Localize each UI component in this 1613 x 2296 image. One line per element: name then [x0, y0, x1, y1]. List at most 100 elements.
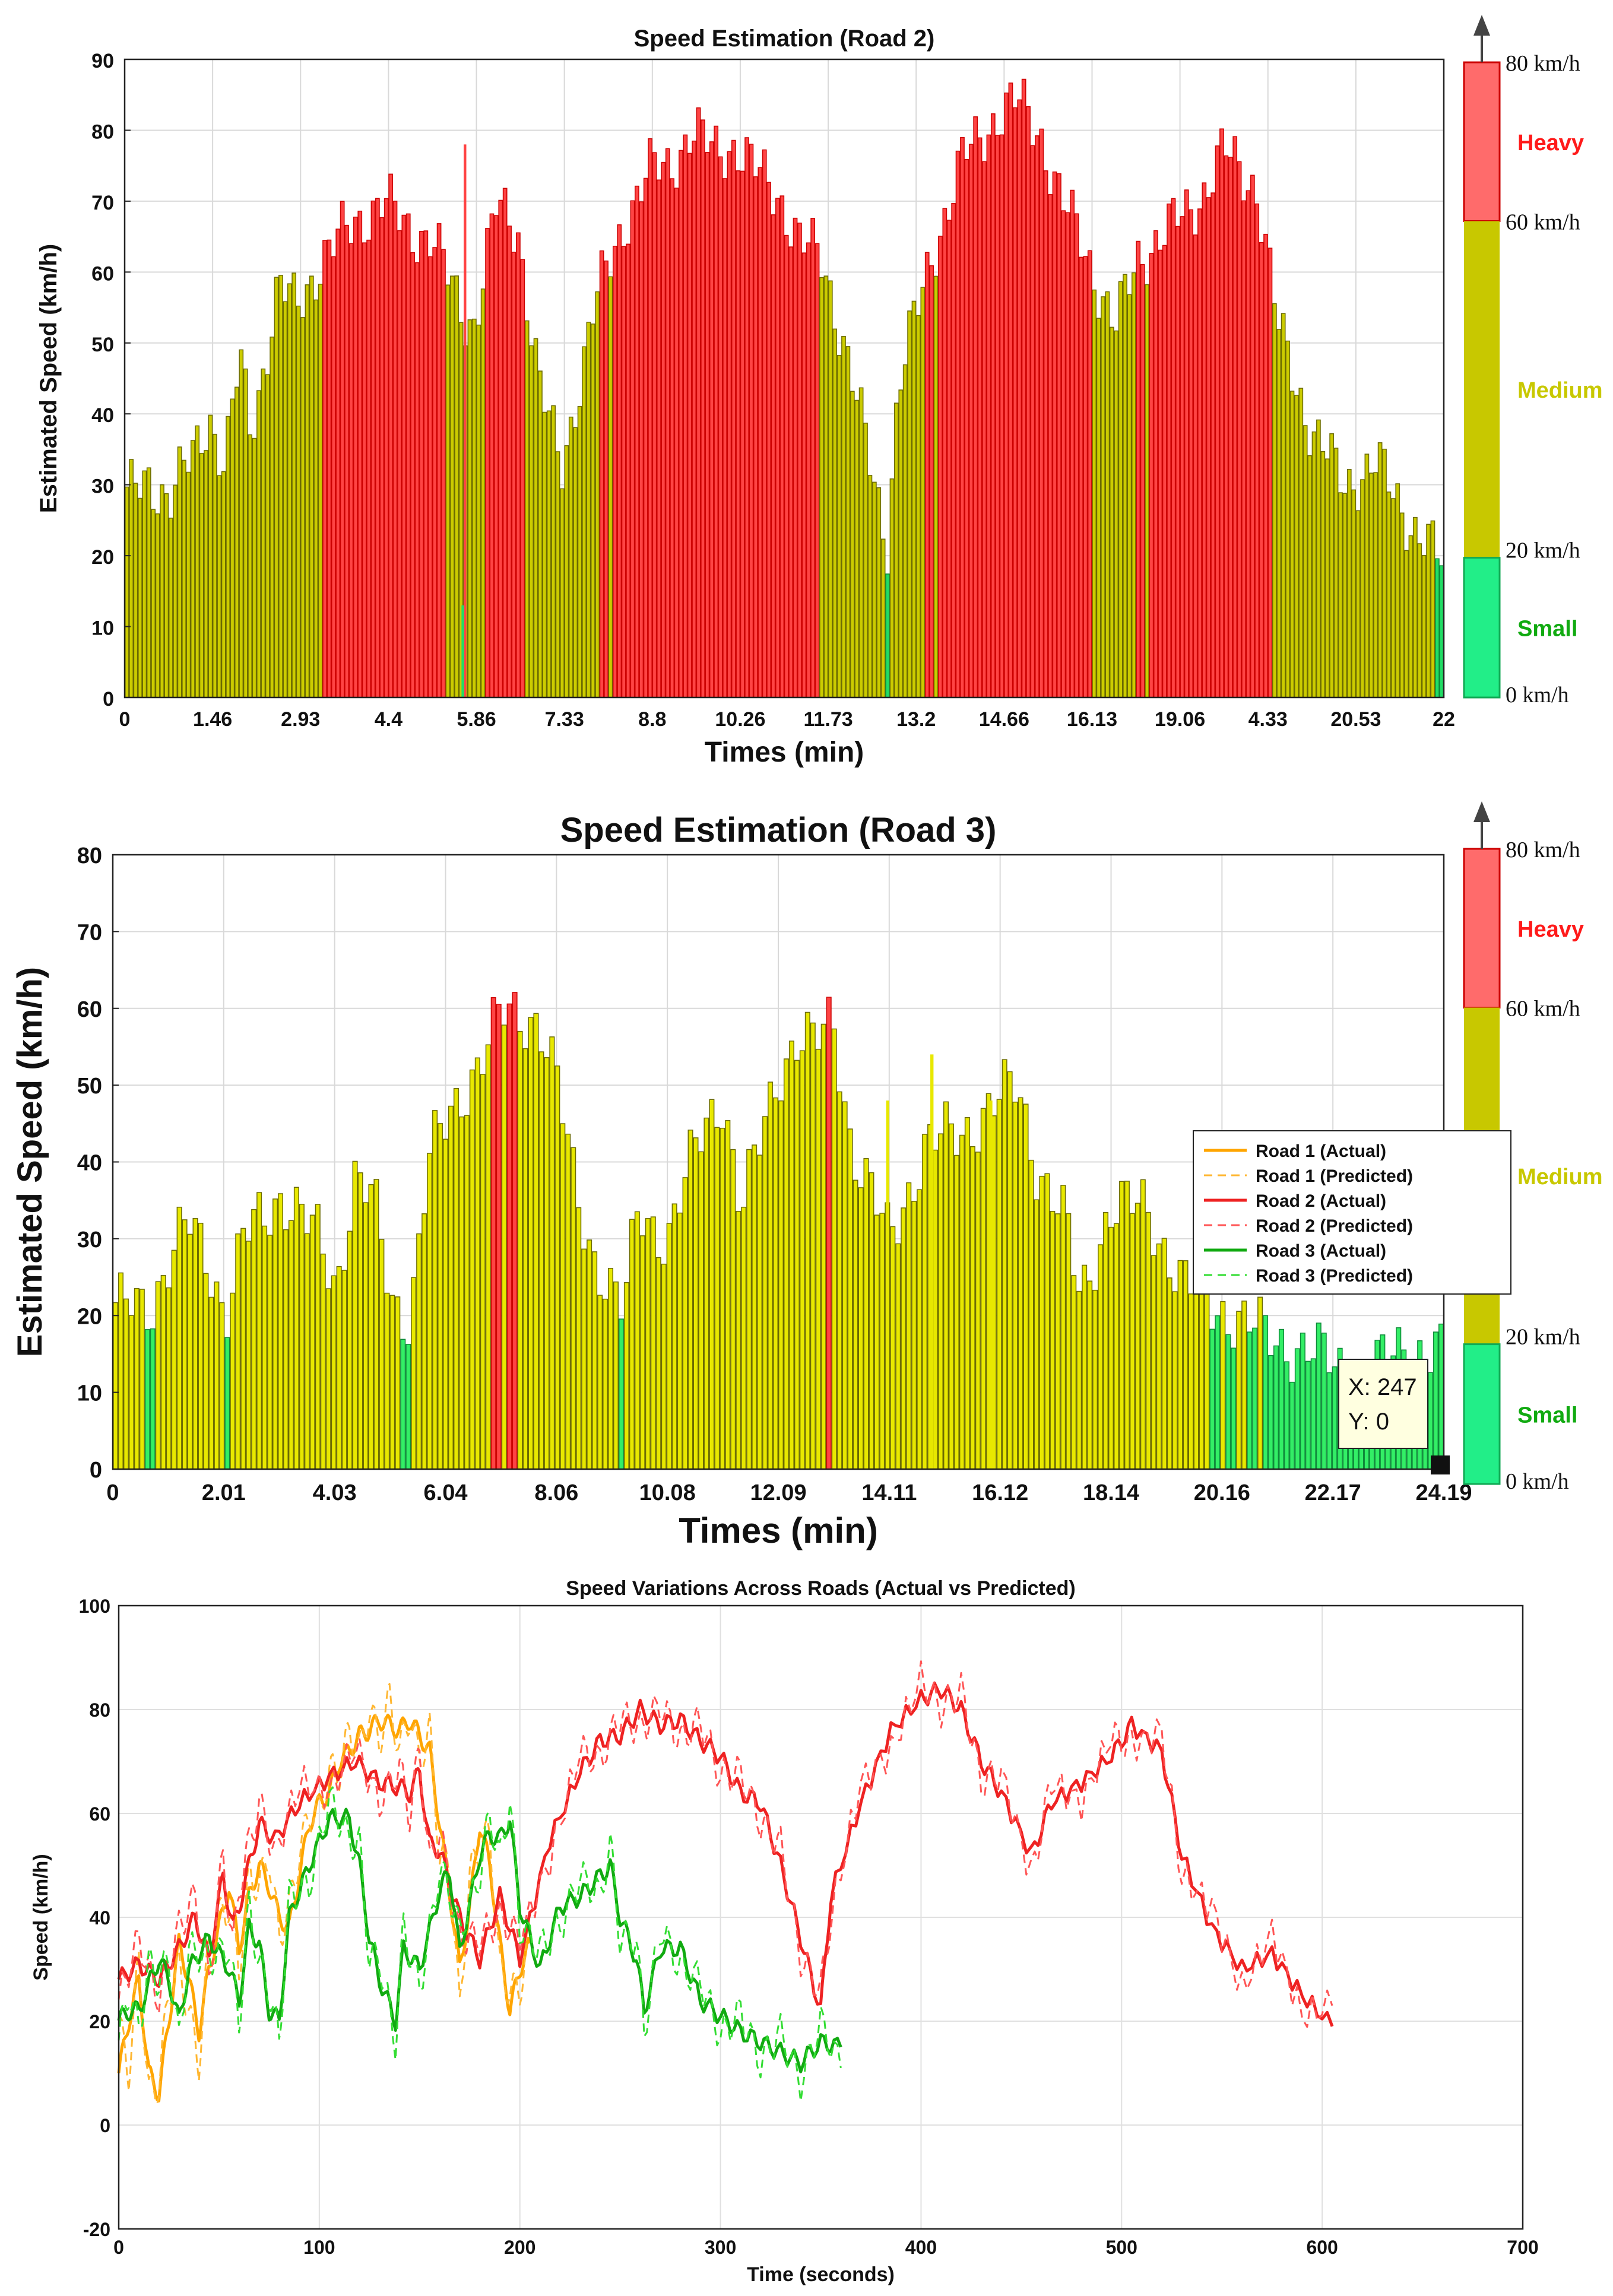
bar — [230, 1292, 236, 1470]
bar — [1382, 448, 1387, 698]
colorbar-label-small: Small — [1517, 1403, 1577, 1428]
bar — [938, 236, 943, 698]
bar — [243, 368, 248, 698]
bar — [696, 107, 701, 698]
bar — [626, 243, 630, 698]
bar — [423, 230, 429, 698]
bar — [1236, 1311, 1242, 1470]
bar — [1131, 272, 1136, 698]
bar — [794, 1060, 800, 1470]
bar — [1263, 1315, 1269, 1470]
bar — [1018, 1097, 1023, 1470]
bar — [1129, 1213, 1135, 1470]
bar — [272, 1198, 278, 1470]
bar — [746, 1149, 752, 1470]
bar — [362, 242, 367, 698]
bar — [832, 328, 838, 698]
bar — [1346, 468, 1352, 698]
x-axis-label: Time (seconds) — [747, 2263, 895, 2286]
bar — [714, 125, 719, 698]
bar — [880, 538, 886, 698]
bar — [1177, 1260, 1183, 1470]
bar — [801, 252, 807, 698]
bar — [1140, 264, 1145, 698]
bar — [221, 471, 226, 698]
bar — [546, 410, 552, 698]
speed-colorbar-road2: 80 km/h Heavy 60 km/h Medium 20 km/h Small 0 k… — [1463, 15, 1603, 708]
bar — [907, 310, 912, 698]
bar — [240, 1228, 246, 1470]
bar — [389, 1295, 395, 1470]
bar — [648, 138, 652, 698]
bar-spike — [886, 1101, 889, 1469]
bar — [464, 1115, 470, 1470]
bar — [718, 156, 723, 698]
bar — [182, 459, 186, 698]
y-tick-label: 70 — [91, 192, 114, 214]
bar — [722, 178, 727, 698]
colorbar-heavy — [1463, 61, 1501, 222]
datatip-x: X: 247 — [1348, 1374, 1417, 1400]
bar — [634, 1211, 640, 1470]
x-tick-label: 1.46 — [193, 708, 232, 731]
bar — [392, 201, 398, 698]
bar — [810, 217, 816, 698]
bar — [373, 1179, 379, 1470]
bar — [920, 287, 926, 698]
bar — [1202, 182, 1207, 698]
bar — [1351, 489, 1357, 698]
bar — [502, 188, 508, 698]
bar — [1092, 289, 1097, 698]
bar — [799, 1050, 805, 1470]
bar — [171, 1250, 177, 1470]
bar — [836, 354, 842, 698]
bar — [730, 1149, 736, 1470]
bar — [744, 137, 749, 698]
bar — [879, 1213, 885, 1470]
x-tick-label: 16.13 — [1067, 708, 1117, 731]
bar — [256, 1192, 262, 1470]
y-tick-label: 70 — [77, 920, 102, 945]
series-line-2 — [118, 1683, 531, 2104]
bar — [123, 1298, 129, 1470]
series-line-3 — [117, 1681, 1334, 2027]
bar — [182, 1219, 188, 1470]
y-tick-label: 80 — [77, 843, 102, 868]
bar — [524, 320, 530, 698]
bar — [139, 1289, 145, 1470]
y-tick-label: 40 — [91, 404, 114, 427]
bar — [1386, 491, 1392, 698]
bar — [1259, 242, 1264, 698]
colorbar-label-80: 80 km/h — [1506, 838, 1580, 862]
bar — [496, 1004, 502, 1470]
y-tick-label: 20 — [91, 546, 114, 569]
bar — [1257, 1296, 1263, 1470]
bar — [1167, 1277, 1172, 1470]
bar — [1156, 1243, 1162, 1470]
bar — [1055, 1213, 1061, 1470]
x-tick-label: 19.06 — [1155, 708, 1205, 731]
bar — [683, 134, 688, 698]
bar-spike — [464, 144, 467, 698]
bar — [379, 217, 385, 698]
bar — [820, 1023, 826, 1470]
bar — [489, 213, 495, 698]
bar — [1417, 543, 1422, 698]
x-tick-label: 100 — [303, 2237, 335, 2258]
bar — [416, 1233, 422, 1470]
bar — [1285, 340, 1290, 698]
bar — [687, 153, 692, 698]
bar — [885, 573, 890, 698]
bar — [265, 374, 270, 698]
bar — [1311, 431, 1317, 698]
bar — [643, 177, 648, 698]
bar-spike — [989, 1101, 993, 1469]
bar — [1332, 1366, 1338, 1470]
bar — [902, 364, 908, 698]
x-tick-label: 300 — [705, 2237, 736, 2258]
bar — [590, 324, 595, 698]
y-tick-label: 60 — [77, 997, 102, 1022]
bar — [1101, 296, 1105, 698]
y-axis-label: Estimated Speed (km/h) — [11, 967, 49, 1357]
bar — [630, 200, 635, 698]
